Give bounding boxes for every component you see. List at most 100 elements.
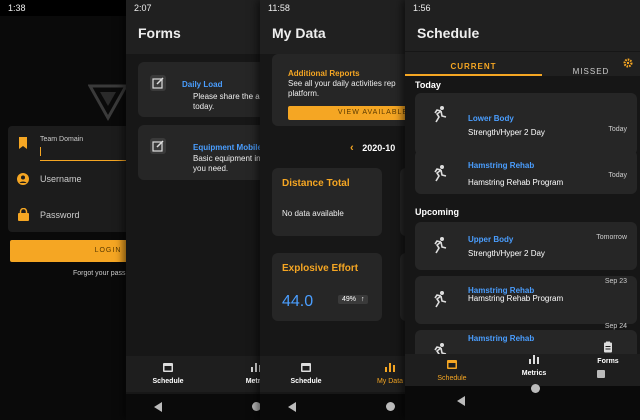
schedule-item-subtitle: Strength/Hyper 2 Day	[468, 128, 545, 137]
system-nav-bar	[126, 394, 286, 420]
system-nav-bar	[260, 394, 420, 420]
metric-value: 44.0	[282, 293, 314, 310]
chevron-left-icon[interactable]: ‹	[350, 142, 354, 154]
team-domain-label: Team Domain	[40, 136, 84, 143]
calendar-icon	[447, 360, 457, 369]
lock-icon	[18, 208, 29, 221]
calendar-icon	[163, 363, 173, 372]
login-form: Team Domain Username Password	[8, 126, 138, 232]
calendar-icon	[301, 363, 311, 372]
bottom-navigation: Schedule My Data	[260, 356, 420, 392]
metric-title: Distance Total	[282, 178, 350, 189]
recents-icon[interactable]	[597, 370, 605, 378]
schedule-item[interactable]: Lower Body Strength/Hyper 2 Day Today	[415, 93, 637, 155]
page-title: Schedule	[405, 16, 640, 51]
edit-form-icon	[150, 75, 166, 91]
back-icon[interactable]	[288, 402, 296, 412]
nav-metrics[interactable]: Metrics	[509, 352, 559, 377]
additional-reports-card: Additional Reports See all your daily ac…	[272, 54, 420, 126]
status-bar: 2:07	[126, 0, 286, 16]
forms-screen: 2:07 Forms Daily Load Please share the a…	[126, 0, 286, 420]
schedule-item-subtitle: Hamstring Rehab Program	[468, 178, 564, 187]
tab-current[interactable]: CURRENT	[405, 52, 542, 76]
form-item-title: Daily Load	[182, 80, 223, 89]
nav-schedule[interactable]: Schedule	[286, 360, 326, 385]
forgot-password-link[interactable]: Forgot your pass	[73, 270, 126, 277]
username-placeholder: Username	[40, 174, 82, 184]
date-selector[interactable]: ‹ 2020-10	[350, 142, 395, 154]
schedule-item-title: Upper Body	[468, 235, 514, 244]
schedule-screen: 1:56 Schedule CURRENT MISSED Today Lower…	[405, 0, 640, 420]
tab-missed[interactable]: MISSED	[542, 52, 640, 76]
user-icon	[17, 173, 29, 185]
section-header-upcoming: Upcoming	[415, 207, 459, 217]
schedule-item-when: Tomorrow	[596, 234, 627, 241]
status-bar: 1:38	[0, 0, 150, 16]
form-item-desc-2: today.	[193, 102, 215, 111]
password-placeholder: Password	[40, 210, 80, 220]
distance-total-card[interactable]: Distance Total No data available	[272, 168, 382, 236]
nav-my-data-label: My Data	[376, 378, 404, 385]
nav-forms-label: Forms	[597, 358, 619, 365]
nav-my-data[interactable]: My Data	[370, 360, 410, 385]
login-button[interactable]: LOGIN	[10, 240, 136, 262]
schedule-item[interactable]: Hamstring Rehab Hamstring Rehab Program …	[415, 150, 637, 194]
schedule-item-title: Hamstring Rehab	[468, 334, 535, 343]
bar-chart-icon	[385, 363, 395, 372]
nav-schedule-label: Schedule	[437, 375, 467, 382]
gear-icon[interactable]	[623, 58, 633, 68]
reports-desc-2: platform.	[288, 89, 320, 98]
schedule-item-title: Hamstring Rehab	[468, 286, 535, 295]
home-icon[interactable]	[252, 402, 261, 411]
form-item-desc: Please share the activ	[193, 92, 272, 101]
schedule-item[interactable]: Upper Body Strength/Hyper 2 Day Tomorrow	[415, 222, 637, 270]
tab-missed-label: MISSED	[572, 67, 610, 76]
view-available-label: VIEW AVAILABLE	[337, 109, 409, 116]
runner-icon	[434, 165, 447, 182]
home-icon[interactable]	[531, 384, 540, 393]
nav-forms[interactable]: Forms	[583, 340, 633, 365]
schedule-item-when: Sep 23	[604, 278, 627, 285]
back-icon[interactable]	[457, 396, 465, 406]
app-logo	[88, 84, 128, 122]
schedule-item-subtitle: Strength/Hyper 2 Day	[468, 249, 545, 258]
form-item-title: Equipment Mobile	[193, 143, 262, 152]
status-time: 1:56	[413, 3, 431, 13]
schedule-tabs: CURRENT MISSED	[405, 52, 640, 76]
runner-icon	[434, 291, 447, 308]
back-icon[interactable]	[154, 402, 162, 412]
field-underline	[40, 160, 138, 161]
username-field[interactable]: Username	[8, 166, 138, 194]
nav-schedule-label: Schedule	[290, 378, 322, 385]
status-time: 1:38	[8, 3, 26, 13]
password-field[interactable]: Password	[8, 202, 138, 230]
nav-metrics-label: Metric	[245, 378, 267, 385]
login-button-label: LOGIN	[94, 247, 122, 254]
nav-schedule[interactable]: Schedule	[148, 360, 188, 385]
edit-form-icon	[150, 138, 166, 154]
explosive-effort-card[interactable]: Explosive Effort 44.0 49% ↑	[272, 253, 382, 321]
status-time: 2:07	[134, 3, 152, 13]
view-available-button[interactable]: VIEW AVAILABLE	[288, 106, 418, 120]
schedule-item[interactable]: Hamstring Rehab Hamstring Rehab Program …	[415, 276, 637, 324]
reports-title: Additional Reports	[288, 69, 360, 78]
form-item-desc: Basic equipment info	[193, 154, 268, 163]
schedule-item-when: Today	[608, 172, 627, 179]
team-domain-field[interactable]: Team Domain	[8, 130, 138, 161]
clipboard-icon	[604, 341, 612, 353]
change-value: 49%	[342, 296, 357, 303]
tab-current-label: CURRENT	[450, 62, 497, 71]
arrow-up-icon: ↑	[360, 296, 365, 303]
page-title: Forms	[126, 16, 286, 54]
system-nav-bar	[405, 370, 640, 420]
status-time: 11:58	[268, 3, 290, 13]
schedule-item-title: Lower Body	[468, 114, 514, 123]
runner-icon	[434, 106, 447, 123]
nav-schedule[interactable]: Schedule	[427, 357, 477, 382]
home-icon[interactable]	[386, 402, 395, 411]
selected-date: 2020-10	[362, 143, 396, 153]
bar-chart-icon	[529, 355, 539, 364]
change-badge: 49% ↑	[338, 295, 369, 304]
schedule-item-subtitle: Hamstring Rehab Program	[468, 294, 564, 303]
nav-metrics-label: Metrics	[521, 370, 547, 377]
